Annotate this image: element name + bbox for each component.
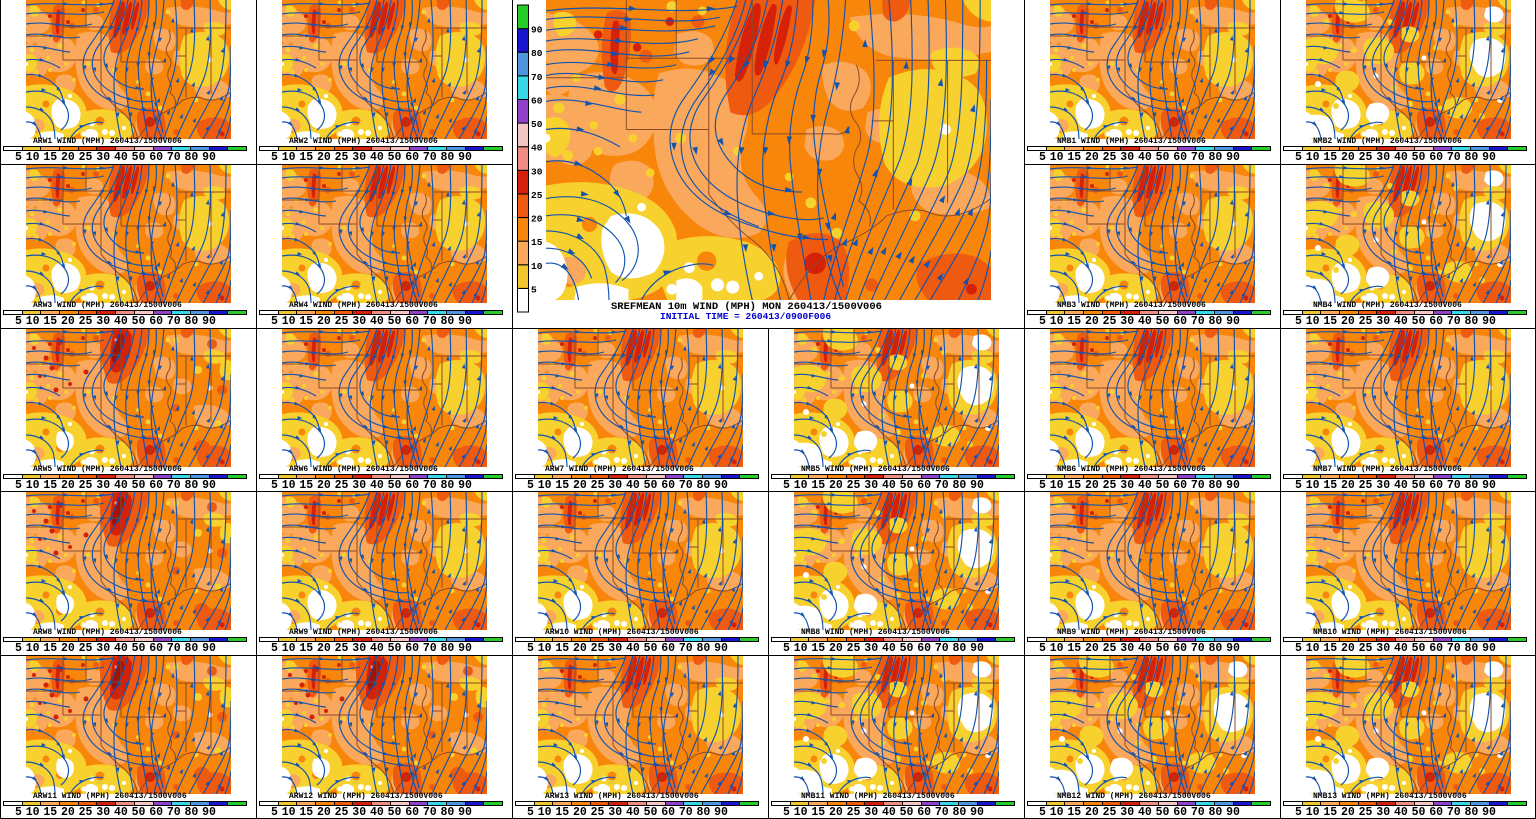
svg-text:60: 60	[531, 96, 543, 107]
svg-text:40: 40	[531, 143, 543, 154]
svg-text:80: 80	[531, 48, 543, 59]
svg-text:25: 25	[531, 190, 543, 201]
svg-text:30: 30	[531, 166, 543, 177]
svg-text:50: 50	[531, 119, 543, 130]
svg-text:10: 10	[531, 261, 543, 272]
svg-text:15: 15	[531, 237, 543, 248]
svg-text:5: 5	[531, 284, 537, 295]
svg-text:20: 20	[531, 214, 543, 225]
svg-text:70: 70	[531, 72, 543, 83]
svg-text:90: 90	[531, 25, 543, 36]
